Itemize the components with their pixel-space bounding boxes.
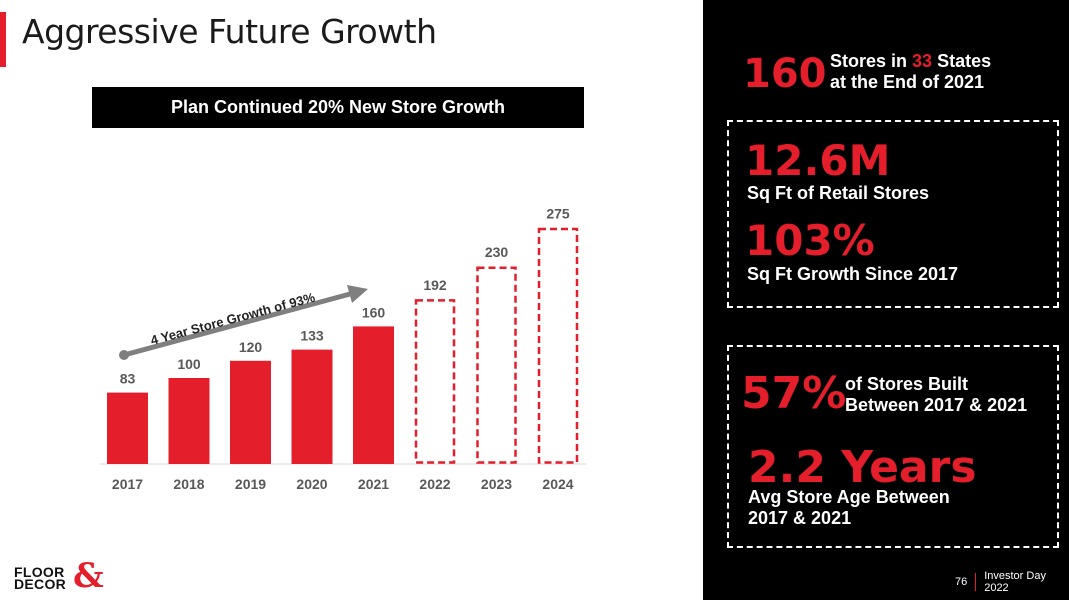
category-label-2024: 2024 xyxy=(542,476,573,492)
built-percent: 57% xyxy=(741,368,847,419)
built-label-line1: of Stores Built xyxy=(845,374,969,394)
logo-ampersand: & xyxy=(73,556,104,596)
sqft-box xyxy=(727,120,1059,308)
bar-2024 xyxy=(537,227,579,464)
value-label-2021: 160 xyxy=(362,304,386,320)
states-count: 33 xyxy=(912,51,933,71)
floor-decor-logo: FLOOR DECOR & xyxy=(14,556,109,596)
store-growth-chart: 83 2017 100 2018 120 2019 133 2020 160 2021 192 202… xyxy=(100,206,586,492)
category-label-2023: 2023 xyxy=(481,476,512,492)
stores-label: Stores in 33 States at the End of 2021 xyxy=(830,51,991,93)
category-label-2022: 2022 xyxy=(419,476,450,492)
built-label: of Stores Built Between 2017 & 2021 xyxy=(845,374,1027,416)
category-label-2021: 2021 xyxy=(358,476,389,492)
category-label-2017: 2017 xyxy=(112,476,143,492)
stores-label-line2: at the End of 2021 xyxy=(830,72,985,92)
value-label-2018: 100 xyxy=(177,356,201,372)
value-label-2019: 120 xyxy=(239,339,263,355)
store-age-label-line2: 2017 & 2021 xyxy=(748,508,852,528)
slide-footer: 76 Investor Day 2022 xyxy=(955,570,1069,594)
arrow-line xyxy=(123,291,351,358)
event-name: Investor Day 2022 xyxy=(984,570,1046,594)
built-label-line2: Between 2017 & 2021 xyxy=(845,395,1028,415)
growth-annotation: 4 Year Store Growth of 93% xyxy=(149,289,317,347)
category-label-2018: 2018 xyxy=(173,476,204,492)
sqft-value: 12.6M xyxy=(745,136,891,185)
footer-separator xyxy=(975,573,977,591)
sqft-label: Sq Ft of Retail Stores xyxy=(747,183,930,203)
category-label-2020: 2020 xyxy=(296,476,327,492)
sqft-growth-label: Sq Ft Growth Since 2017 xyxy=(747,264,959,284)
logo-line2: DECOR xyxy=(14,576,67,592)
value-label-2017: 83 xyxy=(120,371,136,387)
value-label-2020: 133 xyxy=(300,328,324,344)
bar-2021 xyxy=(353,326,394,464)
bar-2018 xyxy=(168,378,210,464)
value-label-2023: 230 xyxy=(485,244,509,260)
bar-2017 xyxy=(107,392,148,464)
value-label-2022: 192 xyxy=(423,277,447,293)
bar-2019 xyxy=(230,360,271,464)
bar-2020 xyxy=(291,349,333,464)
store-age-value: 2.2 Years xyxy=(748,442,977,493)
arrow-head xyxy=(347,285,368,303)
stats-panel: 160 Stores in 33 States at the End of 20… xyxy=(703,0,1069,600)
store-age-label: Avg Store Age Between 2017 & 2021 xyxy=(748,487,950,529)
category-label-2019: 2019 xyxy=(235,476,266,492)
value-label-2024: 275 xyxy=(546,206,570,222)
store-age-label-line1: Avg Store Age Between xyxy=(748,487,950,507)
title-accent-bar xyxy=(0,12,6,67)
plan-banner: Plan Continued 20% New Store Growth xyxy=(92,87,584,128)
sqft-growth-value: 103% xyxy=(745,216,875,265)
stores-label-post: States xyxy=(932,51,992,71)
logo-line1: FLOOR xyxy=(14,564,65,580)
bar-2022 xyxy=(414,299,456,464)
slide-title: Aggressive Future Growth xyxy=(22,12,437,51)
page-number: 76 xyxy=(955,576,968,588)
store-age-box xyxy=(727,345,1059,548)
bar-2023 xyxy=(476,266,517,464)
stores-count: 160 xyxy=(743,51,827,97)
stores-label-pre: Stores in xyxy=(830,51,913,71)
